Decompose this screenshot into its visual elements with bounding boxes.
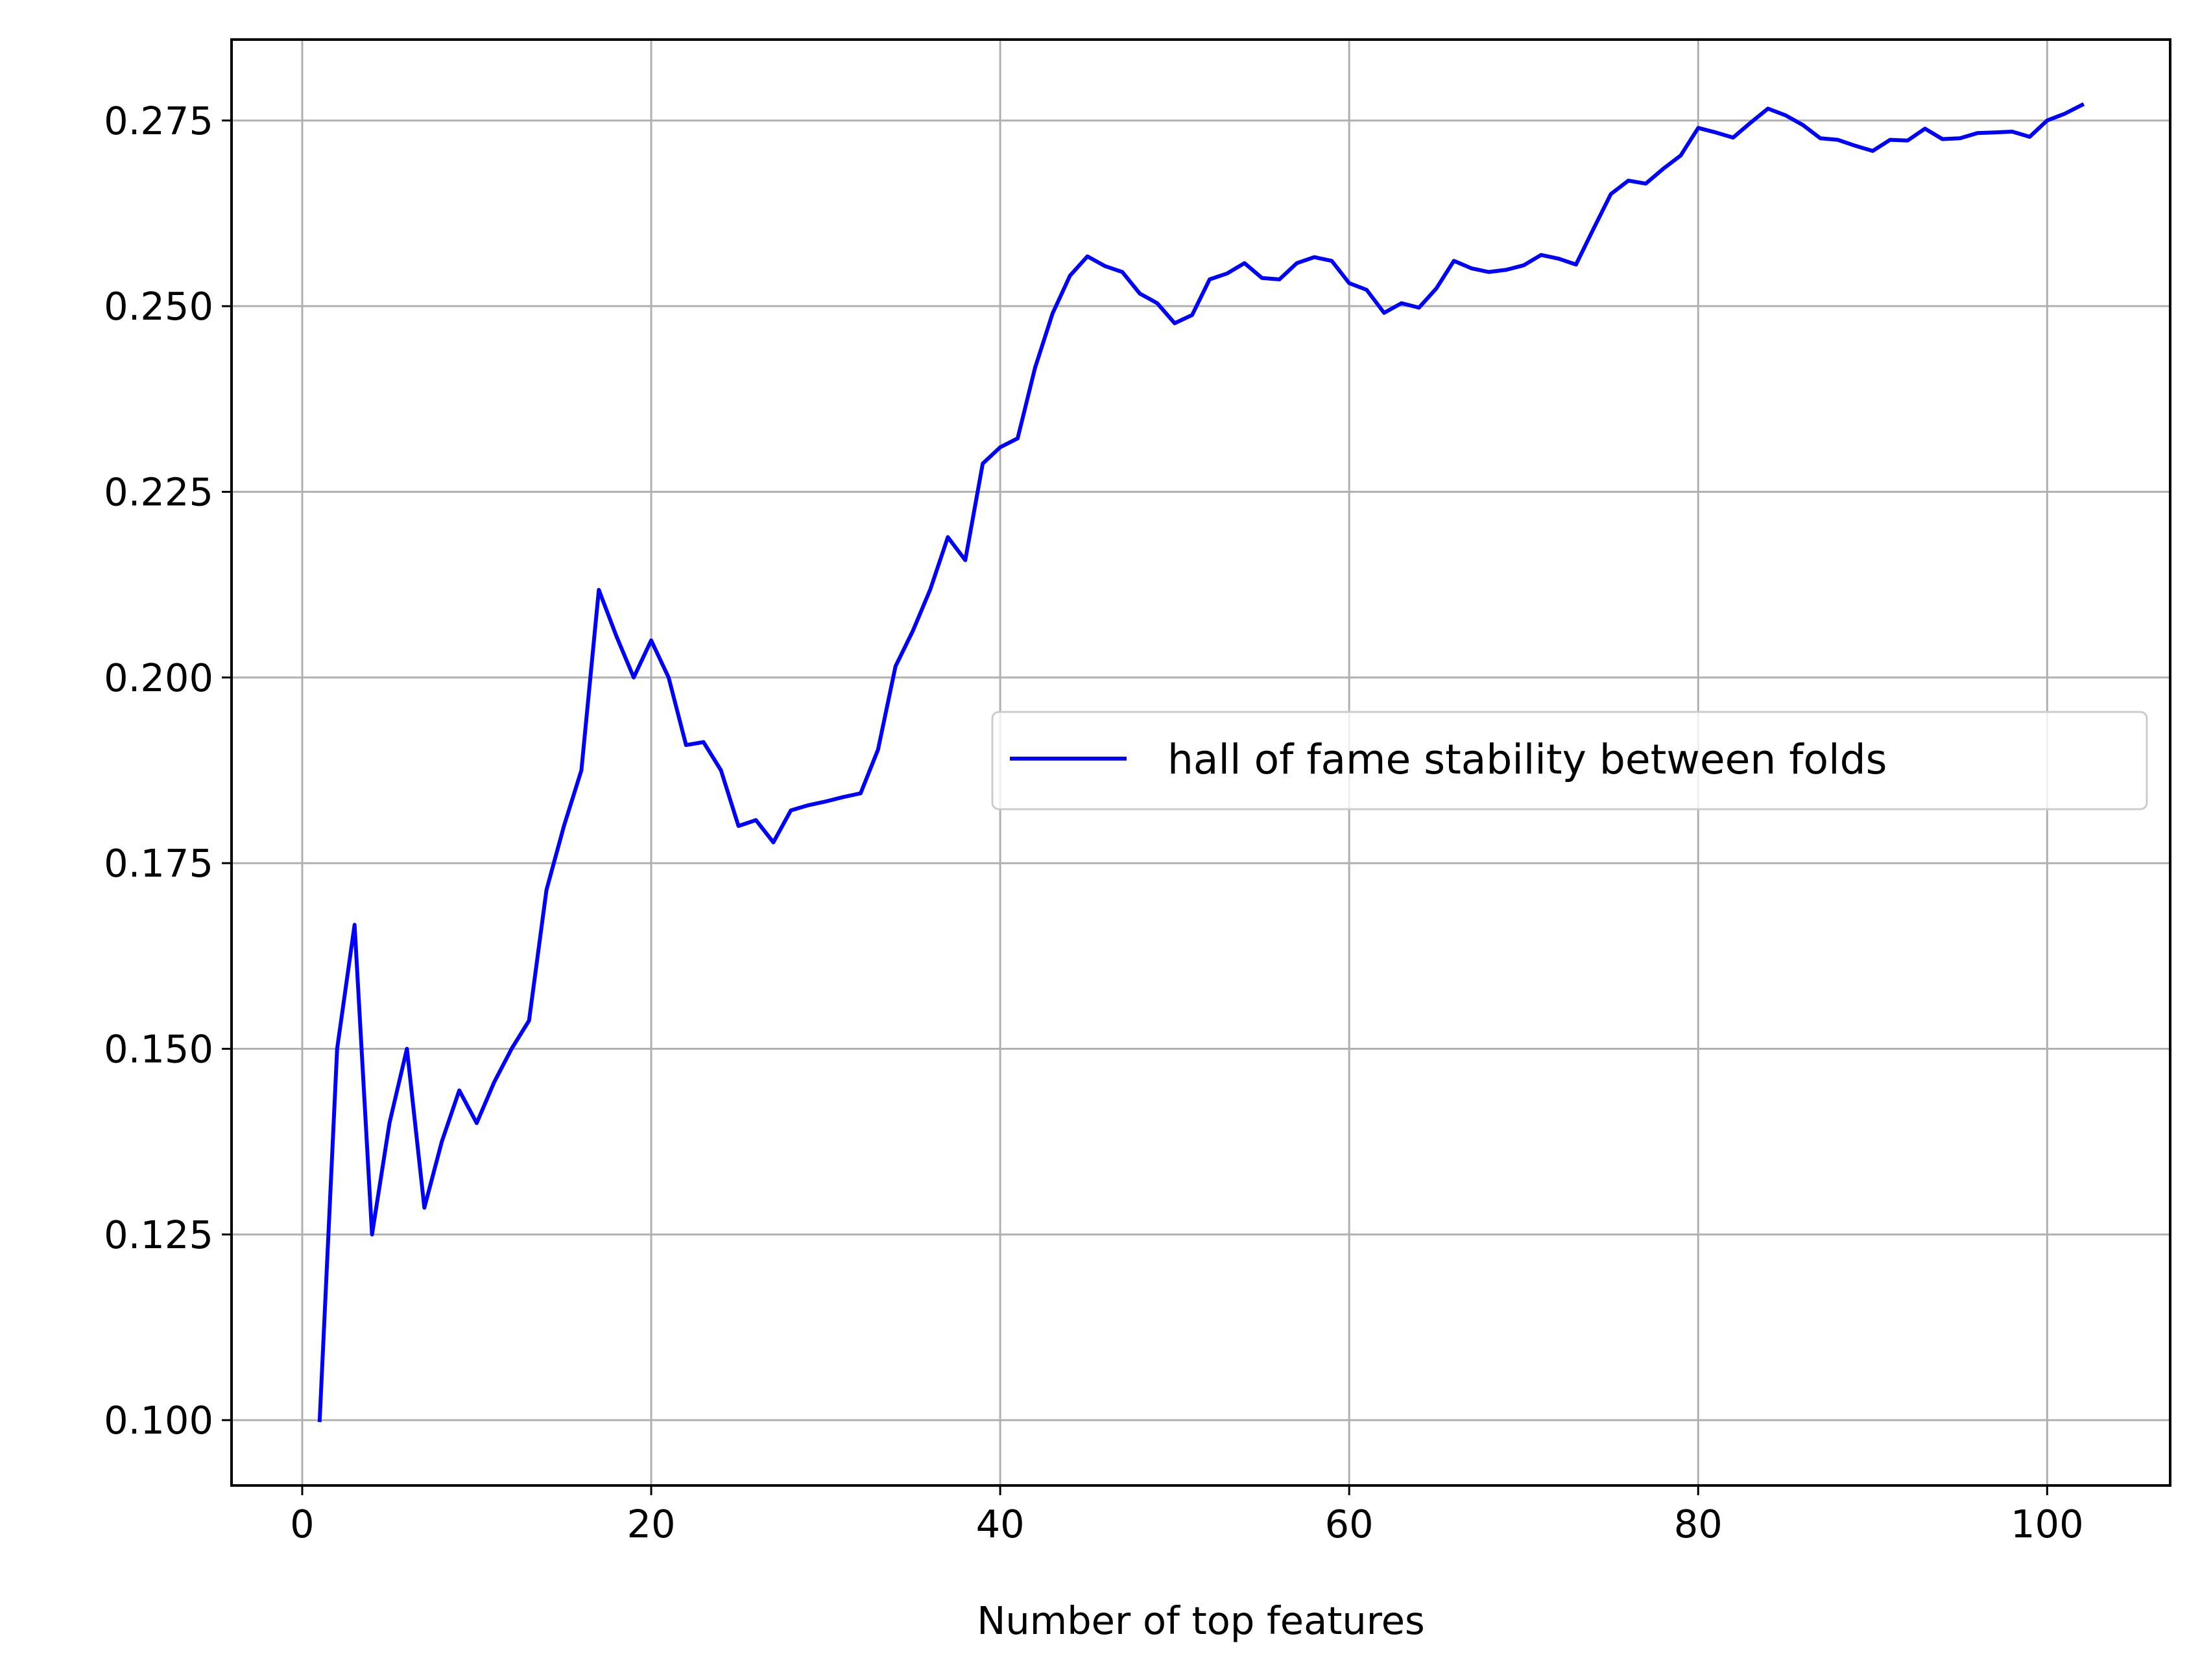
x-tick-label: 100 bbox=[2011, 1502, 2084, 1546]
y-tick-label: 0.175 bbox=[104, 841, 213, 886]
x-tick-label: 60 bbox=[1325, 1502, 1374, 1546]
legend-box bbox=[991, 711, 2148, 810]
series-line bbox=[317, 102, 2085, 1423]
y-tick-label: 0.125 bbox=[104, 1213, 213, 1257]
series-layer bbox=[317, 102, 2085, 1423]
y-tick-label: 0.150 bbox=[104, 1027, 213, 1072]
y-tick-label: 0.100 bbox=[104, 1398, 213, 1443]
y-tick-label: 0.275 bbox=[104, 99, 213, 143]
x-tick-label: 0 bbox=[290, 1502, 315, 1546]
legend: hall of fame stability between folds bbox=[991, 711, 2148, 810]
x-tick-label: 40 bbox=[976, 1502, 1025, 1546]
y-tick-label: 0.200 bbox=[104, 656, 213, 700]
x-tick-label: 20 bbox=[627, 1502, 675, 1546]
x-axis-label: Number of top features bbox=[977, 1598, 1425, 1643]
plot-area-frame bbox=[230, 38, 2171, 1487]
x-tick-label: 80 bbox=[1674, 1502, 1723, 1546]
y-tick-label: 0.250 bbox=[104, 284, 213, 329]
y-tick-label: 0.225 bbox=[104, 470, 213, 515]
axis-ticks: 0 20 40 60 80 100 0.100 0.125 0.150 0.175 0.200 0.2… bbox=[104, 99, 2084, 1546]
legend-label: hall of fame stability between folds bbox=[1167, 736, 1887, 783]
